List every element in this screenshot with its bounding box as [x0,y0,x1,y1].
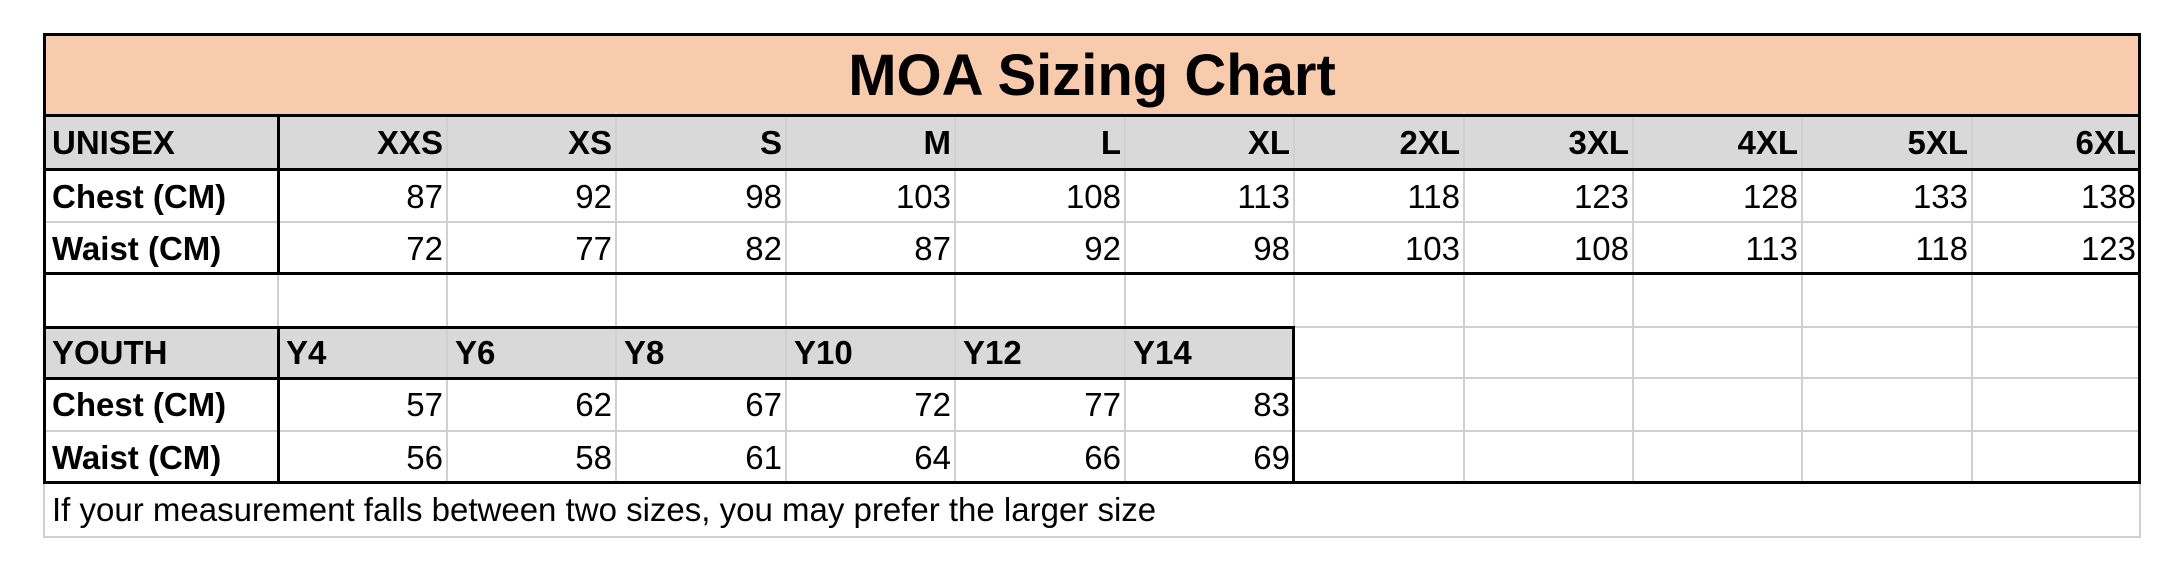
unisex-value-cell: 98 [745,177,782,215]
unisex-value-cell: 128 [1742,177,1798,215]
unisex-size-2xl: 2XL [1399,124,1460,161]
unisex-value-cell: 92 [1084,229,1121,267]
grid-vline [1632,115,1634,483]
unisex-value-cell: 103 [895,177,951,215]
unisex-size-6xl: 6XL [2075,124,2136,161]
unisex-header-label: UNISEX [52,124,175,161]
grid-vline [1124,115,1126,483]
youth-value-cell: 67 [745,386,782,423]
grid-vline [1801,115,1803,483]
grid-vline [446,115,448,483]
unisex-value-cell: 123 [1573,177,1629,215]
youth-value-cell: 62 [575,386,612,423]
unisex-size-3xl: 3XL [1568,124,1629,161]
unisex-value-cell: 118 [1915,229,1968,267]
grid-hline [44,430,2140,432]
youth-header-label: YOUTH [52,334,168,371]
grid-vline [954,115,956,483]
youth-value-cell: 56 [406,438,443,476]
grid-hline [44,221,2140,223]
unisex-value-cell: 138 [2080,177,2136,215]
youth-row-label: Waist (CM) [52,438,222,476]
sizing-note: If your measurement falls between two si… [52,491,1157,528]
unisex-value-cell: 133 [1912,177,1968,215]
grid-vline [1971,115,1973,483]
unisex-value-cell: 123 [2080,229,2136,267]
unisex-size-m: M [923,124,952,161]
youth-size-y6: Y6 [455,334,496,371]
unisex-size-4xl: 4XL [1737,124,1798,161]
unisex-value-cell: 87 [914,229,951,267]
grid-vline [615,115,617,483]
unisex-row-label: Waist (CM) [52,229,222,267]
border-unisex-bottom [43,272,2141,275]
border-unisex-header-bottom [43,168,2141,171]
youth-value-cell: 64 [914,438,951,476]
unisex-value-cell: 118 [1407,177,1460,215]
youth-size-y4: Y4 [286,334,327,371]
unisex-size-xl: XL [1247,124,1290,161]
unisex-size-5xl: 5XL [1907,124,1968,161]
unisex-header-row [44,115,2140,170]
border-youth-label-col [277,327,280,483]
grid-vline [1293,115,1295,483]
youth-value-cell: 66 [1084,438,1121,476]
unisex-value-cell: 98 [1253,229,1290,267]
unisex-row-label: Chest (CM) [52,177,227,215]
unisex-value-cell: 72 [406,229,443,267]
youth-value-cell: 57 [406,386,443,423]
border-youth-header-bottom [43,377,1295,380]
grid-vline [277,115,279,483]
border-table-bottom [43,481,2141,484]
border-youth-right [1292,327,1295,483]
unisex-value-cell: 113 [1745,229,1798,267]
unisex-size-xxs: XXS [376,124,443,161]
youth-value-cell: 72 [914,386,951,423]
border-youth-top [43,326,1295,329]
youth-size-y8: Y8 [624,334,665,371]
unisex-value-cell: 87 [406,177,443,215]
grid-vline [785,115,787,483]
grid-hline [44,536,2140,538]
unisex-value-cell: 108 [1065,177,1121,215]
unisex-value-cell: 77 [575,229,612,267]
border-right [2138,33,2141,484]
unisex-value-cell: 108 [1573,229,1629,267]
grid-vline [1463,115,1465,483]
youth-value-cell: 69 [1253,438,1290,476]
unisex-value-cell: 92 [575,177,612,215]
youth-row-label: Chest (CM) [52,386,227,423]
chart-title: MOA Sizing Chart [44,35,2140,115]
border-top [43,33,2141,36]
grid-vline [43,483,45,538]
border-unisex-label-col [277,115,280,273]
youth-value-cell: 77 [1084,386,1121,423]
youth-size-y10: Y10 [794,334,853,371]
youth-size-y14: Y14 [1133,334,1192,371]
border-title-bottom [43,114,2141,117]
unisex-value-cell: 103 [1404,229,1460,267]
unisex-value-cell: 82 [745,229,782,267]
youth-value-cell: 61 [745,438,782,476]
unisex-size-s: S [759,124,782,161]
youth-size-y12: Y12 [963,334,1022,371]
unisex-size-xs: XS [567,124,612,161]
youth-value-cell: 83 [1253,386,1290,423]
border-left [43,33,46,484]
unisex-size-l: L [1100,124,1121,161]
grid-vline [2139,483,2141,538]
youth-value-cell: 58 [575,438,612,476]
youth-header-row [44,327,1294,378]
unisex-value-cell: 113 [1237,177,1290,215]
